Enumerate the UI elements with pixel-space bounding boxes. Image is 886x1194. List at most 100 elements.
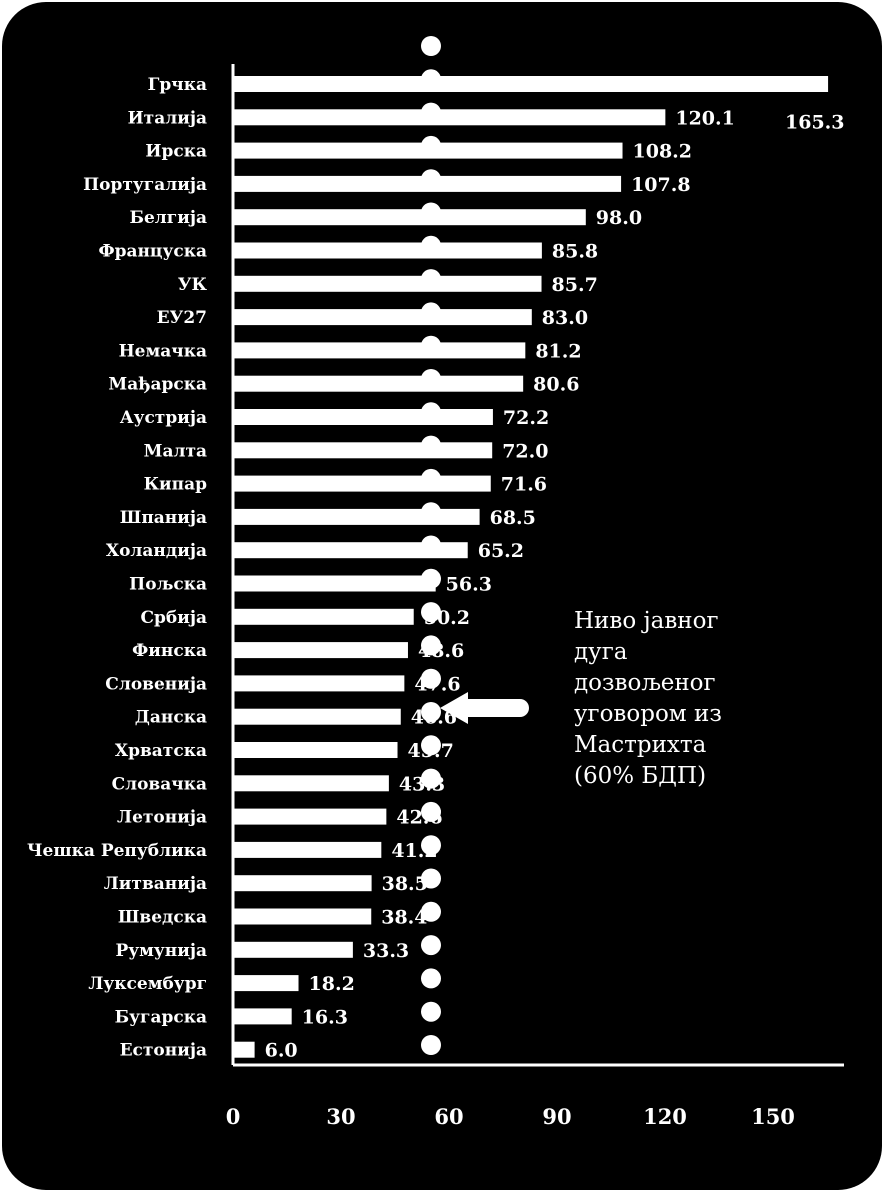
annotation-line-3: дозвољеног bbox=[574, 670, 716, 696]
bar-18 bbox=[234, 642, 408, 659]
value-label-1: 165.3 bbox=[785, 111, 845, 133]
bar-30 bbox=[234, 1041, 255, 1058]
value-label-30: 6.0 bbox=[265, 1040, 298, 1062]
bar-16 bbox=[234, 575, 436, 592]
value-label-26: 38.4 bbox=[381, 907, 427, 929]
category-label-4: Португалија bbox=[83, 175, 207, 195]
x-tick-label-2: 30 bbox=[326, 1104, 355, 1129]
category-label-19: Словенија bbox=[105, 674, 207, 694]
x-tick-label-3: 60 bbox=[434, 1104, 463, 1129]
bar-8 bbox=[234, 309, 532, 326]
category-label-14: Шпанија bbox=[120, 508, 207, 528]
category-label-16: Пољска bbox=[129, 575, 207, 595]
value-label-20: 46.6 bbox=[411, 707, 457, 729]
value-label-21: 45.7 bbox=[408, 740, 454, 762]
value-label-15: 65.2 bbox=[478, 540, 524, 562]
value-label-4: 107.8 bbox=[631, 174, 691, 196]
value-label-27: 33.3 bbox=[363, 940, 409, 962]
category-label-15: Холандија bbox=[106, 541, 207, 561]
value-label-17: 50.2 bbox=[424, 607, 470, 629]
value-label-6: 85.8 bbox=[552, 241, 598, 263]
bar-13 bbox=[234, 475, 491, 492]
x-tick-label-4: 90 bbox=[542, 1104, 571, 1129]
value-label-25: 38.5 bbox=[382, 873, 428, 895]
annotation-line-6: (60% БДП) bbox=[574, 763, 706, 789]
category-label-9: Немачка bbox=[119, 341, 207, 361]
category-label-26: Шведска bbox=[118, 908, 207, 928]
category-label-6: Француска bbox=[98, 242, 207, 262]
category-label-10: Мађарска bbox=[108, 375, 207, 395]
annotation-line-4: уговором из bbox=[574, 701, 722, 727]
value-label-5: 98.0 bbox=[596, 207, 642, 229]
value-label-3: 108.2 bbox=[633, 141, 693, 163]
value-label-16: 56.3 bbox=[446, 574, 492, 596]
annotation-line-2: дуга bbox=[574, 639, 628, 665]
category-label-5: Белгија bbox=[129, 208, 207, 228]
bar-7 bbox=[234, 275, 542, 292]
bar-29 bbox=[234, 1008, 292, 1025]
category-label-30: Естонија bbox=[120, 1041, 207, 1061]
category-label-17: Србија bbox=[140, 608, 207, 628]
x-tick-label-1: 0 bbox=[226, 1104, 241, 1129]
category-label-8: ЕУ27 bbox=[157, 308, 207, 328]
value-label-9: 81.2 bbox=[535, 340, 581, 362]
category-label-2: Италија bbox=[128, 108, 207, 128]
category-label-24: Чешка Република bbox=[27, 841, 207, 861]
bar-25 bbox=[234, 875, 372, 892]
bar-20 bbox=[234, 708, 401, 725]
value-label-28: 18.2 bbox=[309, 973, 355, 995]
category-label-18: Финска bbox=[132, 641, 207, 661]
value-label-14: 68.5 bbox=[490, 507, 536, 529]
category-label-1: Грчка bbox=[148, 75, 207, 95]
bar-19 bbox=[234, 675, 405, 692]
category-label-27: Румунија bbox=[115, 941, 207, 961]
bar-9 bbox=[234, 342, 526, 359]
bar-27 bbox=[234, 941, 353, 958]
bar-10 bbox=[234, 375, 524, 392]
value-label-10: 80.6 bbox=[533, 374, 579, 396]
bar-23 bbox=[234, 808, 387, 825]
value-label-7: 85.7 bbox=[552, 274, 598, 296]
bar-17 bbox=[234, 608, 414, 625]
value-label-12: 72.0 bbox=[502, 440, 548, 462]
value-label-13: 71.6 bbox=[501, 474, 547, 496]
value-label-24: 41.2 bbox=[391, 840, 437, 862]
annotation-line-5: Мастрихта bbox=[574, 732, 707, 758]
value-label-8: 83.0 bbox=[542, 307, 588, 329]
category-label-28: Луксембург bbox=[88, 974, 207, 994]
bar-12 bbox=[234, 442, 493, 459]
category-label-22: Словачка bbox=[112, 774, 207, 794]
category-label-29: Бугарска bbox=[115, 1007, 207, 1027]
annotation-arrow-head bbox=[440, 692, 468, 724]
category-label-7: УК bbox=[178, 275, 208, 295]
value-label-29: 16.3 bbox=[302, 1006, 348, 1028]
bar-28 bbox=[234, 975, 299, 992]
category-label-23: Летонија bbox=[117, 808, 207, 828]
bar-11 bbox=[234, 409, 493, 425]
bar-5 bbox=[234, 209, 586, 226]
bar-22 bbox=[234, 775, 389, 792]
bar-24 bbox=[234, 841, 382, 858]
bar-26 bbox=[234, 908, 372, 925]
category-label-12: Малта bbox=[144, 441, 207, 461]
value-label-2: 120.1 bbox=[675, 107, 735, 129]
x-tick-label-6: 150 bbox=[751, 1104, 795, 1129]
category-label-11: Аустрија bbox=[120, 408, 207, 428]
bar-21 bbox=[234, 742, 398, 758]
bar-6 bbox=[234, 242, 542, 259]
category-label-20: Данска bbox=[135, 708, 207, 728]
annotation-line-1: Ниво јавног bbox=[574, 608, 719, 634]
value-label-18: 48.6 bbox=[418, 640, 464, 662]
value-label-22: 43.3 bbox=[399, 773, 445, 795]
category-label-3: Ирска bbox=[145, 142, 207, 162]
category-label-25: Литванија bbox=[104, 874, 207, 894]
value-label-23: 42.6 bbox=[396, 807, 442, 829]
category-label-21: Хрватска bbox=[115, 741, 207, 761]
bar-1 bbox=[234, 76, 829, 92]
value-label-19: 47.6 bbox=[414, 673, 460, 695]
bar-14 bbox=[234, 508, 480, 525]
x-tick-label-5: 120 bbox=[643, 1104, 687, 1129]
bar-15 bbox=[234, 542, 468, 559]
